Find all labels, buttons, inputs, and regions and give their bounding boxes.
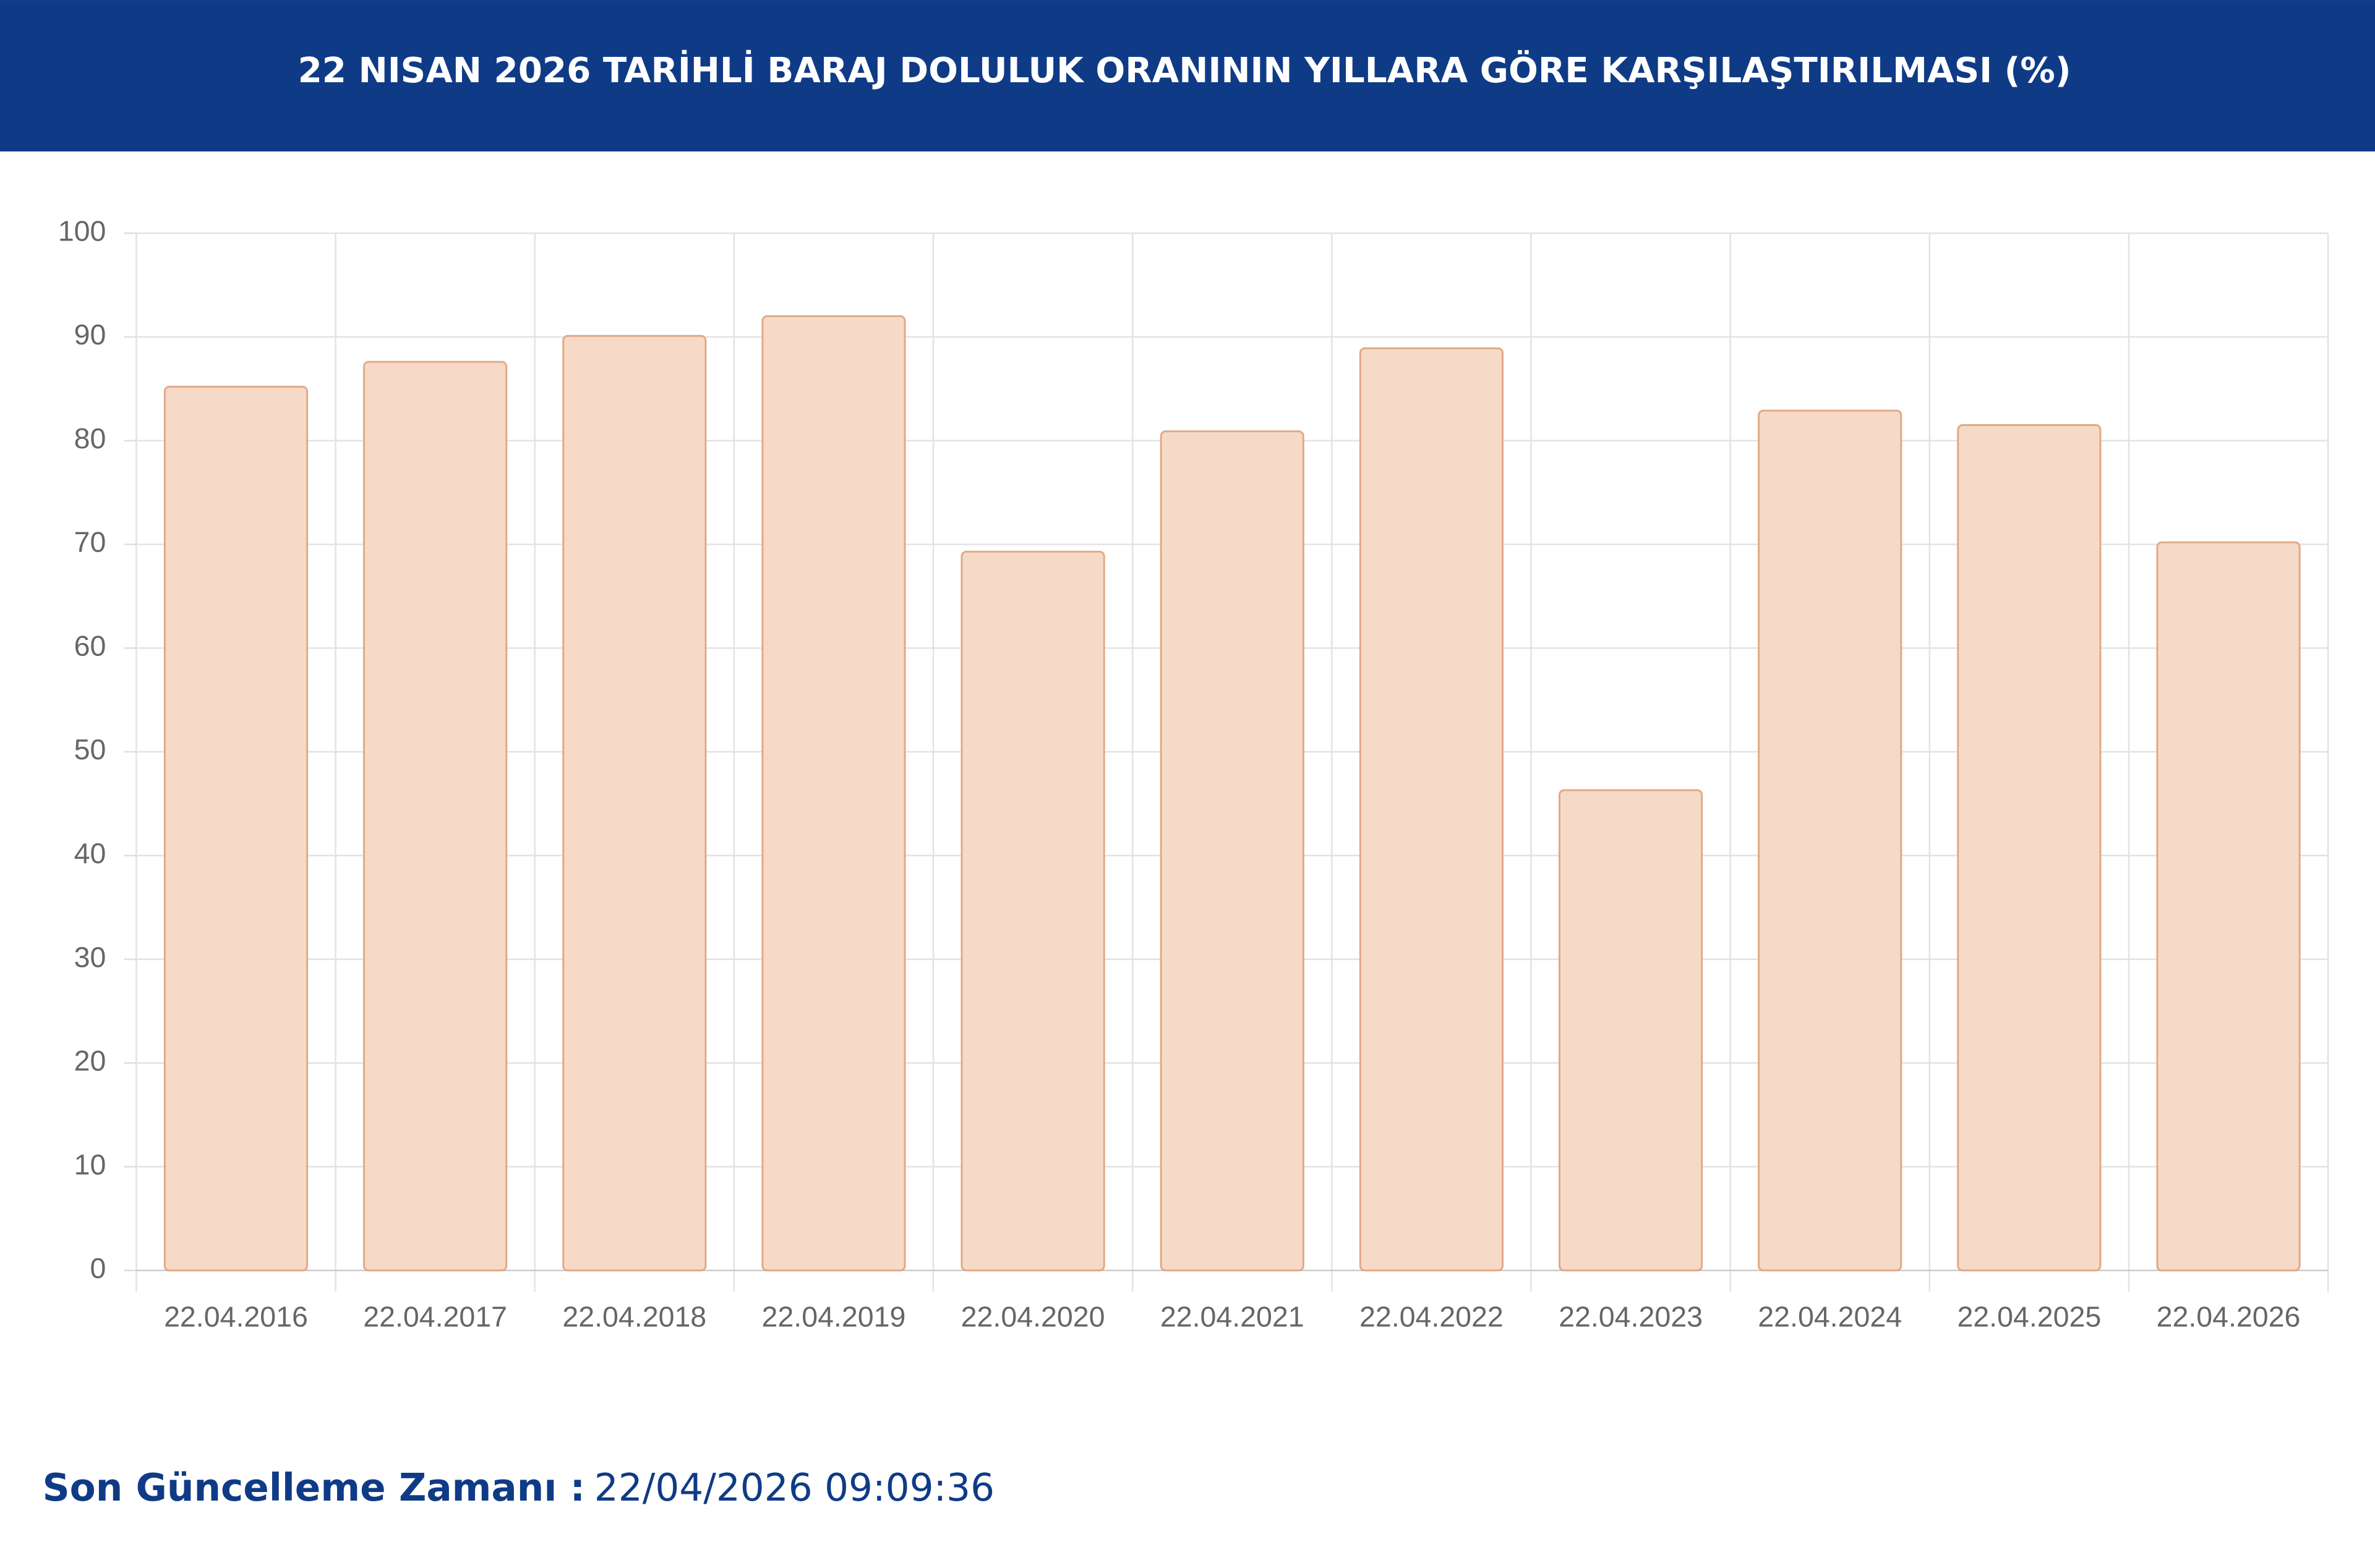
y-tick-label: 0 (90, 1252, 106, 1284)
bar (1758, 409, 1902, 1272)
x-tick-label: 22.04.2022 (1359, 1300, 1504, 1332)
x-tick-label: 22.04.2017 (363, 1300, 507, 1332)
y-tick-label: 80 (74, 422, 106, 454)
y-tick-label: 10 (74, 1148, 106, 1180)
x-tick-label: 22.04.2019 (762, 1300, 906, 1332)
y-tick-label: 30 (74, 941, 106, 973)
footer-label: Son Güncelleme Zamanı : (43, 1465, 586, 1509)
y-tick-label: 50 (74, 733, 106, 765)
x-tick-label: 22.04.2018 (562, 1300, 706, 1332)
x-tick-label: 22.04.2021 (1160, 1300, 1304, 1332)
bar (163, 385, 309, 1272)
bar (961, 550, 1105, 1272)
y-tick-label: 90 (74, 318, 106, 351)
x-tick-label: 22.04.2020 (961, 1300, 1105, 1332)
y-tick-label: 70 (74, 526, 106, 558)
footer: Son Güncelleme Zamanı :22/04/2026 09:09:… (43, 1465, 995, 1509)
header-bar (0, 0, 2375, 151)
x-tick-label: 22.04.2024 (1758, 1300, 1902, 1332)
chart-title: 22 NISAN 2026 TARİHLİ BARAJ DOLULUK ORAN… (298, 49, 2071, 91)
bar (1359, 347, 1504, 1272)
footer-value: 22/04/2026 09:09:36 (594, 1465, 995, 1509)
y-tick-label: 20 (74, 1045, 106, 1077)
bar (363, 360, 508, 1272)
y-tick-label: 100 (58, 215, 106, 247)
y-tick-label: 60 (74, 630, 106, 662)
bar (1558, 789, 1703, 1272)
bar (1160, 430, 1304, 1272)
x-tick-label: 22.04.2026 (2157, 1300, 2301, 1332)
y-tick-label: 40 (74, 837, 106, 869)
bar (761, 315, 906, 1272)
bar (1957, 424, 2102, 1272)
x-tick-label: 22.04.2023 (1559, 1300, 1703, 1332)
x-tick-label: 22.04.2016 (164, 1300, 308, 1332)
bar (2156, 541, 2301, 1272)
x-tick-label: 22.04.2025 (1957, 1300, 2101, 1332)
bar (562, 334, 707, 1272)
